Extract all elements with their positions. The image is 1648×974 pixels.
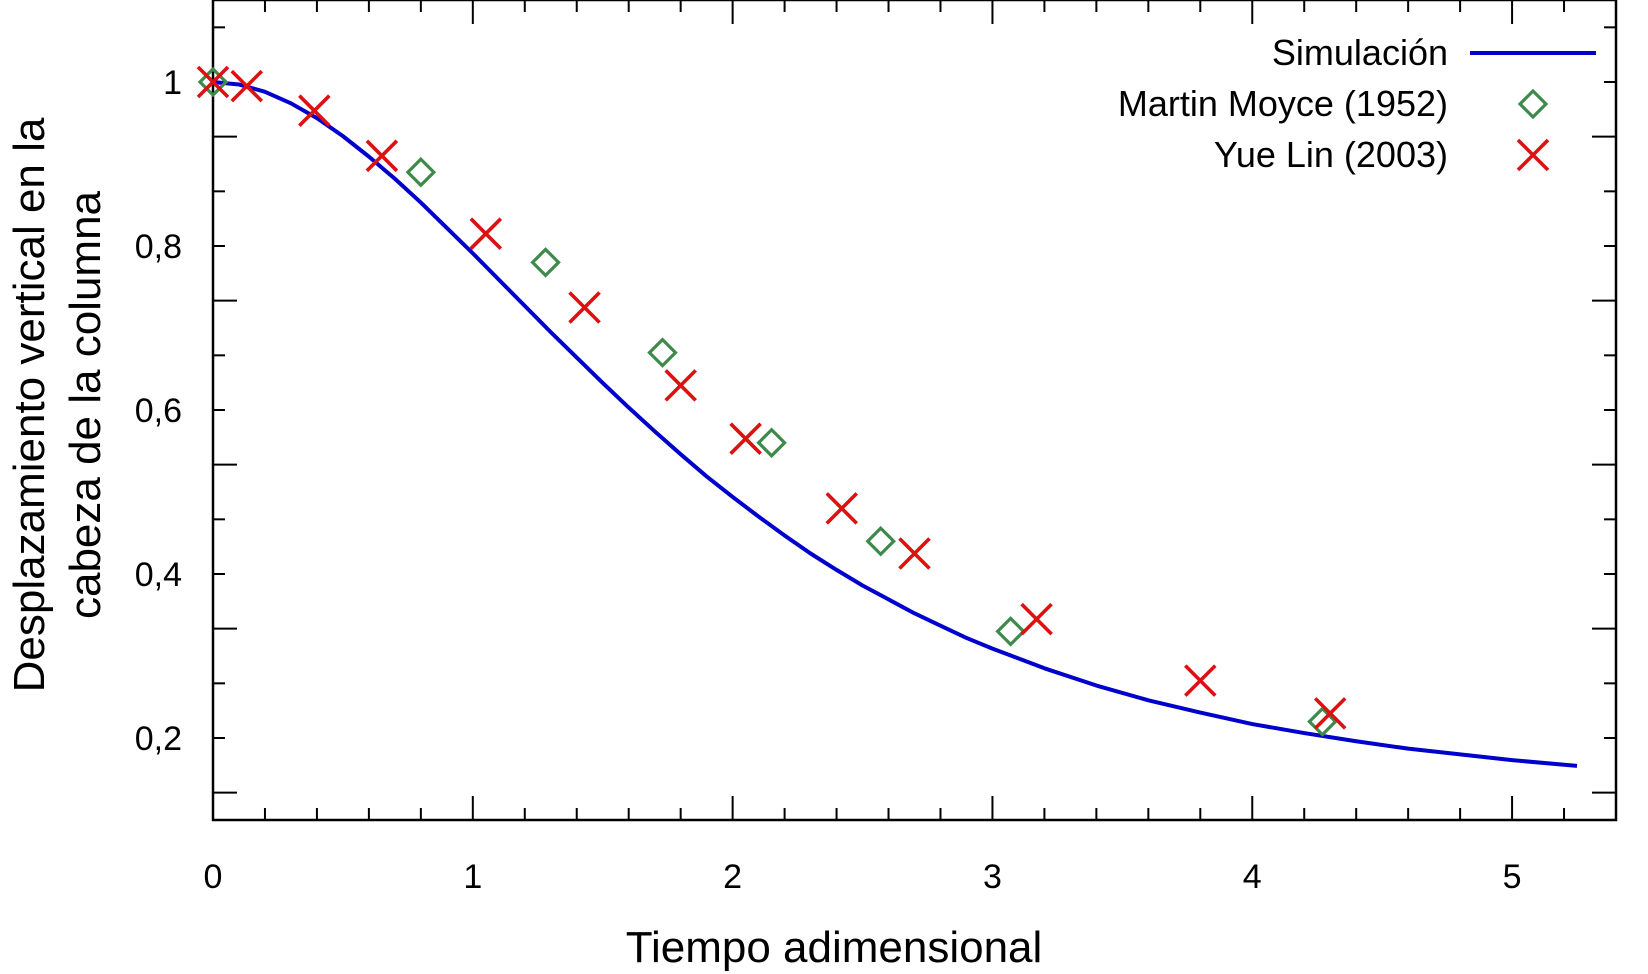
- lin-data-point: [196, 65, 230, 99]
- legend-label-0: Simulación: [1272, 32, 1448, 73]
- x-tick-label: 4: [1243, 858, 1262, 896]
- legend-label-2: Yue Lin (2003): [1214, 134, 1448, 175]
- series-1: [197, 66, 1338, 737]
- moyce-data-point: [530, 247, 561, 278]
- legend-label-1: Martin Moyce (1952): [1118, 83, 1448, 124]
- moyce-data-point: [405, 156, 437, 188]
- y-axis-label-line-2: cabeza de la columna: [61, 190, 110, 619]
- moyce-data-point: [756, 427, 787, 459]
- lin-data-point: [729, 422, 762, 455]
- y-tick-label: 0,4: [135, 556, 182, 594]
- moyce-data-point: [647, 337, 678, 368]
- lin-data-point: [664, 369, 697, 402]
- lin-data-point: [1313, 697, 1347, 730]
- y-tick-label: 0,6: [135, 392, 182, 430]
- lin-data-point: [568, 291, 601, 324]
- lin-data-point: [365, 139, 399, 173]
- y-axis-label-line-1: Desplazamiento vertical en la: [5, 117, 54, 692]
- axis-tick-labels: 0 1 2 3 4 5 0,2 0,4 0,6 0,8 1: [135, 64, 1522, 896]
- legend-diamond-sample: [1517, 88, 1549, 120]
- lin-data-point: [1184, 664, 1217, 697]
- series-2: [196, 65, 1347, 730]
- x-tick-label: 2: [723, 858, 742, 896]
- legend-cross-sample: [1516, 138, 1550, 172]
- y-tick-label: 0,2: [135, 720, 182, 758]
- moyce-data-point: [865, 525, 896, 557]
- x-tick-label: 0: [204, 858, 223, 896]
- x-axis-label: Tiempo adimensional: [626, 923, 1043, 972]
- legend: Simulación Martin Moyce (1952) Yue Lin (20…: [1118, 32, 1596, 175]
- lin-data-point: [298, 94, 331, 127]
- lin-data-point: [469, 217, 503, 250]
- moyce-data-point: [197, 66, 229, 98]
- lin-data-point: [1020, 602, 1053, 636]
- moyce-data-point: [995, 616, 1026, 647]
- x-tick-label: 1: [463, 858, 482, 896]
- series-0: [212, 80, 1578, 768]
- y-tick-label: 1: [163, 64, 182, 102]
- lin-data-point: [230, 69, 264, 103]
- series-layer: [196, 65, 1578, 768]
- simulation-line: [212, 80, 1578, 768]
- y-tick-label: 0,8: [135, 228, 182, 266]
- lin-data-point: [825, 492, 859, 525]
- x-tick-label: 3: [983, 858, 1002, 896]
- x-tick-label: 5: [1503, 858, 1522, 896]
- moyce-data-point: [1307, 706, 1338, 737]
- lin-data-point: [898, 537, 931, 570]
